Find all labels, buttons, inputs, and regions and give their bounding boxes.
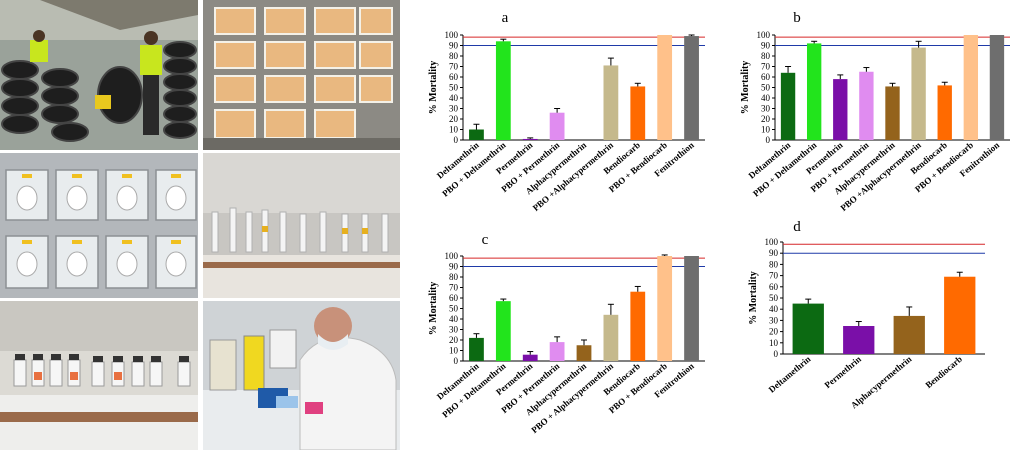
photo-larval-rearing-trays	[203, 0, 400, 150]
photo-lab-technician	[203, 301, 400, 451]
y-tick-label: 10	[769, 338, 779, 348]
y-tick-label: 20	[761, 114, 771, 124]
bar	[780, 72, 796, 140]
photo-collage	[0, 0, 400, 451]
y-axis-label: % Mortality	[748, 271, 759, 325]
y-tick-label: 20	[449, 114, 459, 124]
y-tick-label: 70	[761, 62, 771, 72]
y-tick-label: 20	[449, 335, 459, 345]
x-tick-label: Bendiocarb	[924, 354, 965, 390]
bar	[522, 138, 538, 140]
bar	[603, 65, 619, 140]
photo-mosquito-cages	[0, 153, 198, 298]
y-tick-label: 80	[761, 51, 771, 61]
y-tick-label: 10	[449, 125, 459, 135]
y-tick-label: 100	[757, 30, 771, 40]
y-tick-label: 40	[761, 93, 771, 103]
y-tick-label: 40	[449, 314, 459, 324]
bar	[963, 35, 979, 140]
y-axis-label: % Mortality	[428, 282, 439, 336]
bar	[792, 303, 824, 354]
y-tick-label: 40	[449, 93, 459, 103]
y-tick-label: 90	[761, 41, 771, 51]
photo-tyre-collection	[0, 0, 198, 150]
y-tick-label: 50	[449, 304, 459, 314]
panel-letter: d	[793, 219, 801, 235]
bar	[684, 256, 699, 361]
bar	[495, 301, 511, 361]
x-tick-label: Permethrin	[823, 354, 864, 390]
y-tick-label: 0	[454, 135, 459, 145]
y-tick-label: 50	[769, 293, 779, 303]
x-tick-label: Deltamethrin	[767, 354, 813, 395]
bar	[469, 129, 484, 140]
y-tick-label: 100	[765, 237, 779, 247]
panel-letter: c	[482, 232, 489, 248]
y-tick-label: 30	[449, 104, 459, 114]
y-tick-label: 80	[449, 51, 459, 61]
photo-collage-drawing	[0, 0, 400, 451]
bar	[522, 354, 538, 361]
bar	[833, 79, 848, 140]
y-tick-label: 50	[449, 83, 459, 93]
bar	[937, 85, 952, 140]
photo-bioassay-tubes	[203, 153, 400, 298]
photo-insecticide-bottles	[0, 301, 198, 450]
y-tick-label: 100	[445, 30, 459, 40]
y-tick-label: 0	[774, 349, 779, 359]
bar	[843, 326, 875, 354]
y-tick-label: 10	[761, 125, 771, 135]
panel-letter: a	[502, 10, 509, 26]
bar	[657, 35, 673, 140]
y-tick-label: 70	[449, 62, 459, 72]
y-tick-label: 0	[454, 356, 459, 366]
y-tick-label: 90	[449, 262, 459, 272]
y-tick-label: 30	[761, 104, 771, 114]
y-tick-label: 60	[769, 282, 779, 292]
bar	[806, 43, 822, 140]
bar	[911, 47, 926, 140]
y-axis-label: % Mortality	[428, 61, 439, 115]
y-tick-label: 80	[769, 259, 779, 269]
bar	[576, 345, 592, 361]
bar	[944, 276, 976, 354]
bar	[989, 35, 1005, 140]
bar	[684, 36, 699, 140]
y-tick-label: 40	[769, 304, 779, 314]
y-tick-label: 30	[769, 315, 779, 325]
bar	[549, 112, 565, 140]
y-tick-label: 30	[449, 325, 459, 335]
charts-area: a 0 10 20 30 40 50 60 70 80 90 100% Mortality Deltam…	[405, 0, 1015, 450]
bar	[657, 256, 673, 361]
bar	[469, 337, 484, 361]
y-tick-label: 60	[761, 72, 771, 82]
bar	[549, 342, 565, 361]
bar	[885, 86, 900, 140]
y-tick-label: 80	[449, 272, 459, 282]
y-axis-label: % Mortality	[740, 61, 751, 115]
y-tick-label: 60	[449, 293, 459, 303]
y-tick-label: 90	[449, 41, 459, 51]
bar	[630, 86, 646, 140]
bar	[859, 71, 874, 140]
bar	[893, 315, 925, 354]
bar	[495, 41, 511, 140]
bar	[630, 291, 646, 361]
y-tick-label: 20	[769, 327, 779, 337]
y-tick-label: 0	[766, 135, 771, 145]
y-tick-label: 90	[769, 248, 779, 258]
y-tick-label: 50	[761, 83, 771, 93]
bar	[603, 314, 619, 361]
y-tick-label: 10	[449, 346, 459, 356]
y-tick-label: 60	[449, 72, 459, 82]
y-tick-label: 70	[449, 283, 459, 293]
y-tick-label: 100	[445, 251, 459, 261]
y-tick-label: 70	[769, 271, 779, 281]
panel-letter: b	[793, 10, 801, 26]
